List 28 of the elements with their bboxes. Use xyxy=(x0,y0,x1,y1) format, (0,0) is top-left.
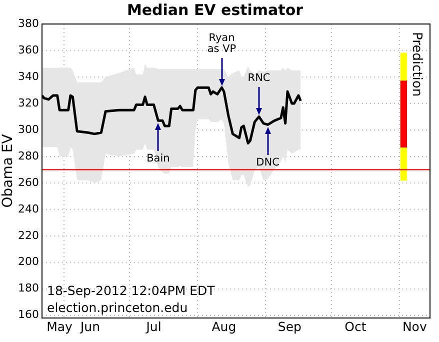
x-tick-label: May xyxy=(46,318,74,334)
x-tick-label: Jul xyxy=(145,318,162,334)
y-tick-label: 200 xyxy=(18,255,39,268)
x-tick-label: Oct xyxy=(344,318,366,334)
x-tick-label: Sep xyxy=(278,318,302,334)
y-axis-title: Obama EV xyxy=(0,134,16,208)
y-tick-label: 340 xyxy=(18,70,39,83)
annotation: DNC xyxy=(256,156,280,169)
y-tick-label: 320 xyxy=(18,96,39,110)
x-tick-label: Nov xyxy=(402,318,428,334)
annotation: Bain xyxy=(146,152,170,165)
annotation: election.princeton.edu xyxy=(47,300,188,315)
y-tick-label: 380 xyxy=(18,16,39,30)
annotation: RNC xyxy=(248,72,270,84)
chart-title: Median EV estimator xyxy=(126,0,304,19)
y-tick-label: 300 xyxy=(18,122,39,136)
y-tick-label: 260 xyxy=(18,176,39,189)
text: Prediction xyxy=(408,32,424,97)
y-tick-label: 360 xyxy=(18,43,39,56)
y-tick-label: 220 xyxy=(18,228,39,242)
annotation: 18-Sep-2012 12:04PM EDT xyxy=(47,283,216,298)
y-tick-label: 280 xyxy=(18,149,39,162)
x-tick-label: Aug xyxy=(212,318,236,334)
x-tick-label: Jun xyxy=(79,318,100,334)
y-tick-label: 180 xyxy=(18,282,39,295)
y-tick-label: 160 xyxy=(18,308,39,322)
y-tick-label: 240 xyxy=(18,202,39,216)
annotation: Ryan as VP xyxy=(207,32,236,56)
